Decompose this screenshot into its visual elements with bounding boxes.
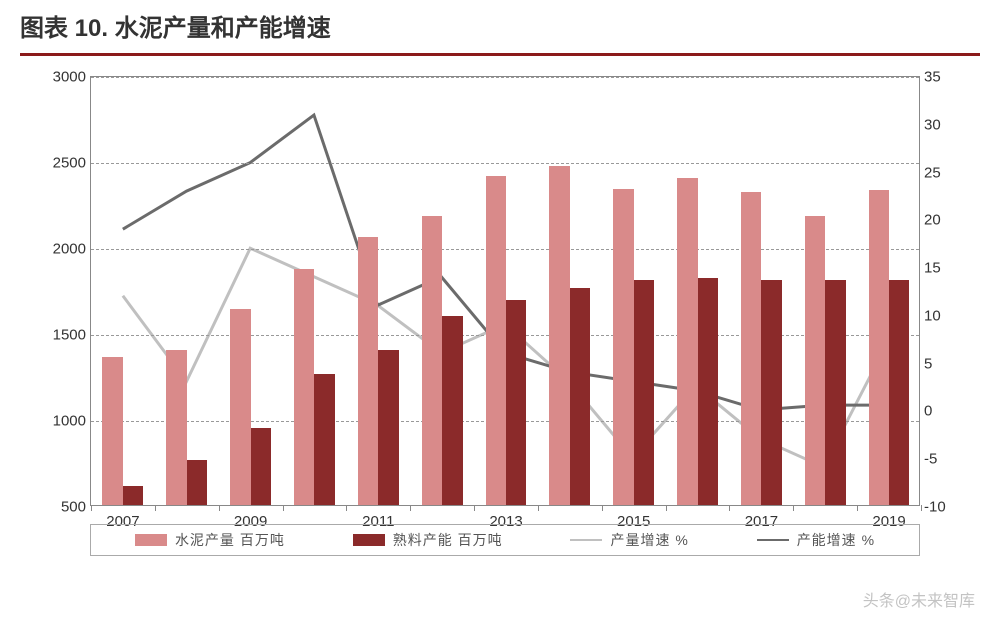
bar: [358, 237, 378, 505]
bar: [442, 316, 462, 505]
watermark: 头条@未来智库: [863, 587, 975, 611]
x-tick: [666, 505, 667, 511]
x-tick: [283, 505, 284, 511]
x-tick: [155, 505, 156, 511]
bar: [294, 269, 314, 505]
y2-tick-label: 15: [924, 260, 959, 277]
bar: [378, 350, 398, 505]
y1-tick-label: 3000: [41, 69, 86, 86]
title-underline: [20, 53, 980, 56]
legend-label: 水泥产量 百万吨: [175, 530, 285, 550]
bar: [123, 486, 143, 505]
y1-tick-label: 2000: [41, 241, 86, 258]
legend-item: 熟料产能 百万吨: [353, 530, 503, 550]
x-tick: [410, 505, 411, 511]
y2-tick-label: 30: [924, 116, 959, 133]
x-tick: [729, 505, 730, 511]
legend-line-icon: [757, 539, 789, 542]
y1-tick-label: 1500: [41, 327, 86, 344]
y2-tick-label: 20: [924, 212, 959, 229]
bar: [825, 280, 845, 505]
x-tick: [793, 505, 794, 511]
y2-tick-label: 35: [924, 69, 959, 86]
bar: [889, 280, 909, 505]
x-tick: [474, 505, 475, 511]
x-tick: [219, 505, 220, 511]
bar: [230, 309, 250, 505]
legend-swatch: [135, 534, 167, 546]
grid-line: [91, 163, 919, 164]
legend-label: 产能增速 %: [797, 530, 875, 550]
grid-line: [91, 77, 919, 78]
x-tick: [857, 505, 858, 511]
chart-container: 图表 10. 水泥产量和产能增速 500 1000 1500 2000 2500 3000…: [0, 0, 1000, 641]
y2-tick-label: -10: [924, 499, 959, 516]
y2-tick-label: 5: [924, 355, 959, 372]
bar: [486, 176, 506, 505]
x-tick: [346, 505, 347, 511]
bar: [613, 189, 633, 505]
y2-tick-label: 0: [924, 403, 959, 420]
plot-region: 50010001500200025003000-10-5051015202530…: [90, 76, 920, 506]
title-bar: 图表 10. 水泥产量和产能增速: [0, 0, 1000, 49]
y1-tick-label: 2500: [41, 155, 86, 172]
bar: [314, 374, 334, 505]
chart-area: 500 1000 1500 2000 2500 3000 -10 -5 0 5 10 15 20 25 30…: [30, 66, 970, 556]
bar: [869, 190, 889, 505]
bar: [570, 288, 590, 505]
legend-label: 产量增速 %: [610, 530, 688, 550]
y2-tick-label: -5: [924, 451, 959, 468]
legend-swatch: [353, 534, 385, 546]
bar: [187, 460, 207, 505]
bar: [677, 178, 697, 505]
bar: [549, 166, 569, 505]
x-tick: [538, 505, 539, 511]
bar: [166, 350, 186, 505]
bar: [102, 357, 122, 505]
x-tick: [91, 505, 92, 511]
bar: [698, 278, 718, 505]
legend-item: 产能增速 %: [757, 530, 875, 550]
legend: 水泥产量 百万吨 熟料产能 百万吨 产量增速 % 产能增速 %: [90, 524, 920, 556]
bar: [251, 428, 271, 505]
bar: [741, 192, 761, 505]
legend-line-icon: [570, 539, 602, 542]
chart-title: 图表 10. 水泥产量和产能增速: [20, 8, 980, 43]
y1-tick-label: 1000: [41, 413, 86, 430]
legend-item: 产量增速 %: [570, 530, 688, 550]
bar: [422, 216, 442, 505]
bar: [506, 300, 526, 505]
x-tick: [921, 505, 922, 511]
y2-tick-label: 10: [924, 307, 959, 324]
bar: [761, 280, 781, 505]
legend-item: 水泥产量 百万吨: [135, 530, 285, 550]
y2-tick-label: 25: [924, 164, 959, 181]
bar: [805, 216, 825, 505]
y1-tick-label: 500: [41, 499, 86, 516]
x-tick: [602, 505, 603, 511]
bar: [634, 280, 654, 505]
legend-label: 熟料产能 百万吨: [393, 530, 503, 550]
